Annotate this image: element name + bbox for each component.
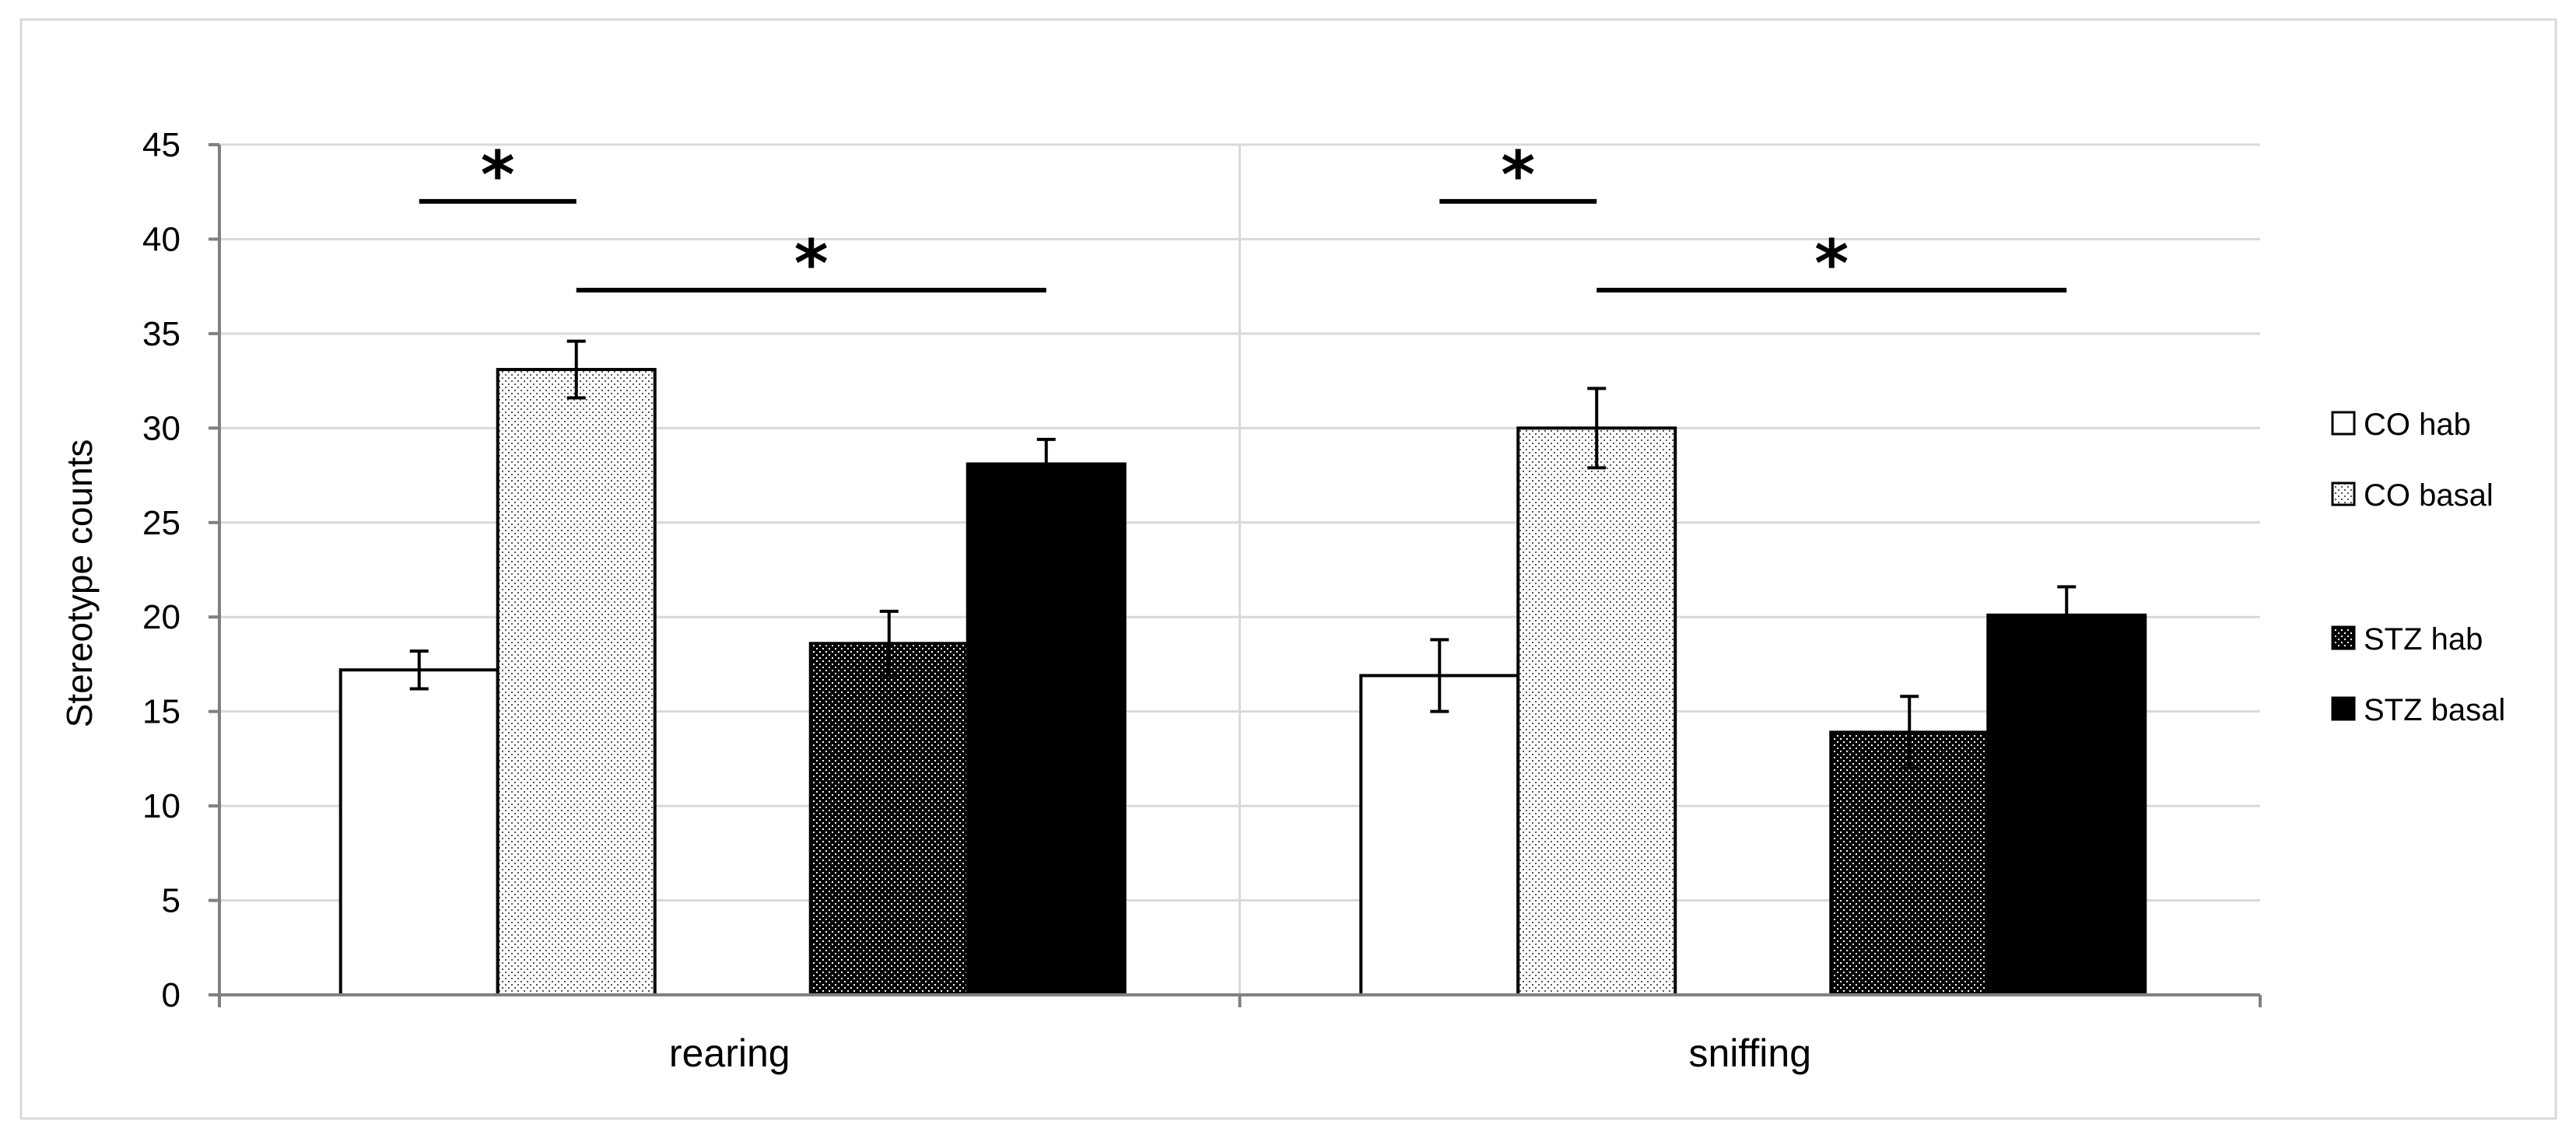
- legend-label: STZ basal: [2364, 693, 2505, 727]
- y-tick-label: 35: [142, 315, 180, 353]
- y-tick-label: 45: [142, 126, 180, 164]
- y-tick-label: 15: [142, 693, 180, 731]
- bar: [338, 668, 499, 997]
- significance-star: *: [1814, 226, 1849, 302]
- y-tick-label: 5: [162, 882, 180, 920]
- significance-star: *: [481, 137, 515, 213]
- y-tick-label: 10: [142, 787, 180, 825]
- y-axis-title: Stereotype counts: [59, 439, 100, 728]
- bar: [1516, 426, 1677, 996]
- bar: [496, 368, 657, 996]
- legend-swatch: [2331, 411, 2356, 436]
- y-tick-label: 0: [162, 976, 180, 1014]
- y-tick-label: 30: [142, 409, 180, 447]
- axes: rearing sniffing: [209, 143, 2262, 1075]
- x-category-label: sniffing: [1688, 1031, 1811, 1075]
- legend-label: CO basal: [2364, 478, 2494, 513]
- bar: [966, 462, 1127, 996]
- legend: CO hab CO basal STZ hab STZ basal: [2331, 408, 2505, 727]
- bar: [808, 642, 969, 997]
- y-tick-label: 40: [142, 220, 180, 258]
- legend-swatch: [2331, 625, 2356, 650]
- bar: [1986, 613, 2147, 996]
- legend-swatch: [2331, 481, 2356, 506]
- bar: [1829, 730, 1990, 997]
- legend-label: STZ hab: [2364, 622, 2483, 657]
- significance-markers: * * * *: [419, 137, 2067, 302]
- bars: [338, 339, 2147, 997]
- bar: [1359, 674, 1520, 996]
- y-tick-label: 25: [142, 504, 180, 542]
- gridlines: 0 5 10 15 20 25 30 35 40 45: [142, 126, 2260, 1014]
- legend-label: CO hab: [2364, 408, 2471, 442]
- y-tick-label: 20: [142, 598, 180, 636]
- x-category-label: rearing: [669, 1031, 790, 1075]
- legend-swatch: [2331, 696, 2356, 721]
- significance-star: *: [1501, 137, 1535, 213]
- significance-star: *: [794, 226, 829, 302]
